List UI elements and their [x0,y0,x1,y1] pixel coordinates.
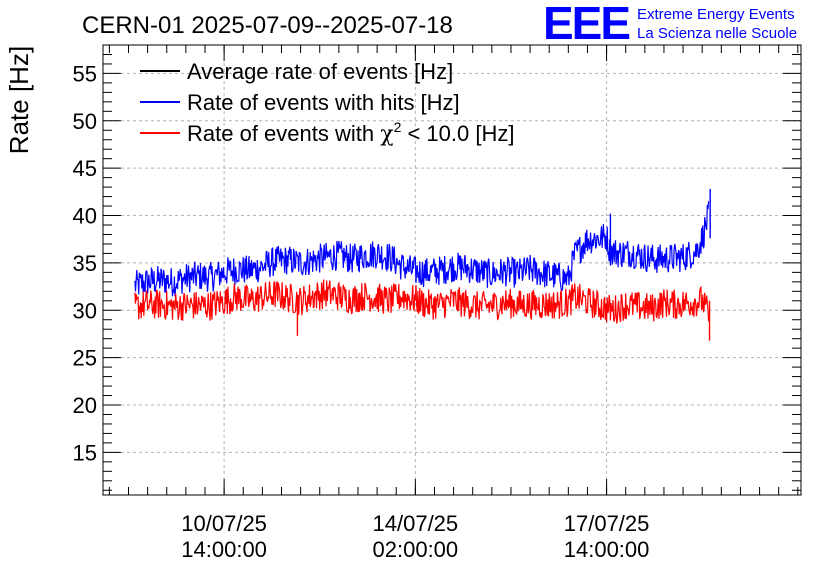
y-tick-label: 45 [73,156,97,181]
chart-title: CERN-01 2025-07-09--2025-07-18 [82,12,453,39]
y-tick-label: 55 [73,61,97,86]
eee-logo-text: EEE [543,0,629,49]
eee-logo-line2: La Scienza nelle Scuole [637,25,797,42]
x-tick-labels: 10/07/2514:00:0014/07/2502:00:0017/07/25… [181,511,649,562]
x-tick-label-date: 14/07/25 [373,511,459,536]
y-tick-label: 25 [73,346,97,371]
y-tick-label: 30 [73,298,97,323]
y-tick-label: 40 [73,204,97,229]
x-tick-label-time: 14:00:00 [564,537,650,562]
plot-frame [102,44,802,496]
eee-logo-line1: Extreme Energy Events [637,6,795,23]
legend-label-hits: Rate of events with hits [Hz] [187,90,460,115]
x-tick-label-date: 17/07/25 [564,511,650,536]
series-hits [134,201,710,297]
x-tick-label-date: 10/07/25 [181,511,267,536]
x-tick-label-time: 14:00:00 [181,537,267,562]
y-axis-title: Rate [Hz] [4,46,34,154]
axis-ticks [103,44,801,495]
y-tick-label: 20 [73,393,97,418]
y-tick-label: 35 [73,251,97,276]
y-tick-label: 15 [73,440,97,465]
legend-label-average: Average rate of events [Hz] [187,59,453,84]
eee-logo: EEE Extreme Energy Events La Scienza nel… [543,0,797,49]
series-chi2 [134,279,710,324]
legend: Average rate of events [Hz] Rate of even… [140,59,514,147]
y-tick-labels: 15 20 25 30 35 40 45 50 55 [73,61,97,465]
x-tick-label-time: 02:00:00 [373,537,459,562]
legend-label-chi2: Rate of events with χ2 < 10.0 [Hz] [187,119,514,147]
series-layer [134,189,711,341]
y-tick-label: 50 [73,109,97,134]
